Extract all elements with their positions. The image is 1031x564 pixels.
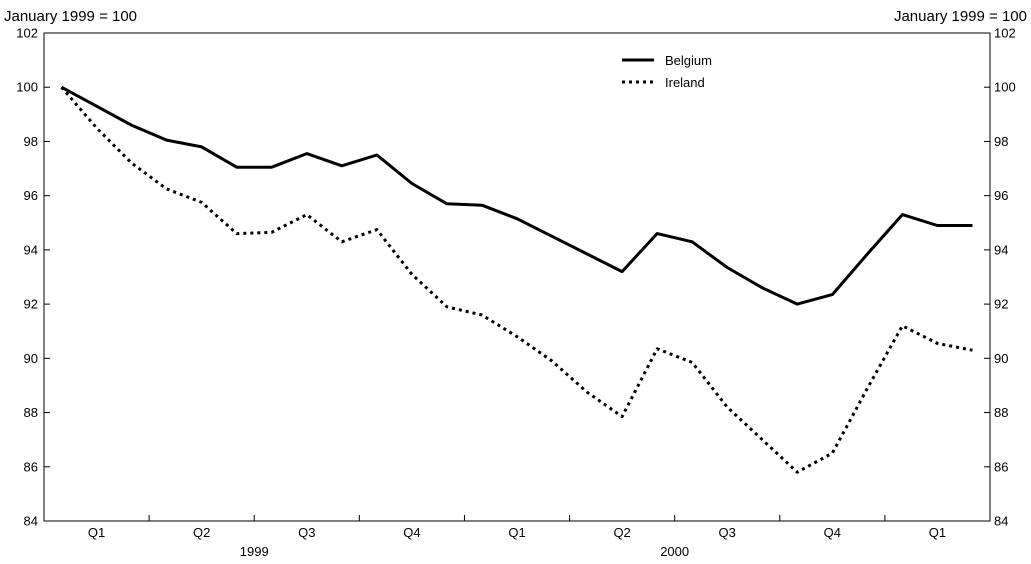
y-tick-label-right: 98 — [994, 134, 1008, 149]
x-tick-label: Q4 — [824, 525, 841, 540]
y-tick-label-right: 86 — [994, 459, 1008, 474]
y-tick-label-right: 84 — [994, 514, 1008, 529]
y-tick-label-right: 100 — [994, 80, 1016, 95]
y-axis-title-left: January 1999 = 100 — [4, 8, 137, 25]
series-layer — [60, 85, 973, 474]
y-tick-label-right: 90 — [994, 351, 1008, 366]
y-tick-label-right: 94 — [994, 242, 1008, 257]
y-tick-label-left: 100 — [16, 80, 38, 95]
y-tick-label-left: 90 — [24, 351, 38, 366]
y-axis-right: 84 86 88 90 92 94 96 98 100 102 — [984, 26, 1016, 529]
y-axis-left: 84 86 88 90 92 94 96 98 100 102 — [16, 26, 50, 529]
y-tick-label-right: 92 — [994, 297, 1008, 312]
y-tick-label-left: 92 — [24, 297, 38, 312]
x-tick-label: Q1 — [88, 525, 105, 540]
y-tick-label-right: 88 — [994, 405, 1008, 420]
series-line-belgium — [60, 85, 973, 306]
series-line-ireland — [60, 86, 973, 474]
legend-label-belgium: Belgium — [665, 53, 712, 68]
y-axis-title-right: January 1999 = 100 — [894, 8, 1027, 25]
x-tick-label: Q1 — [508, 525, 525, 540]
y-tick-label-right: 96 — [994, 188, 1008, 203]
x-year-label: 1999 — [240, 544, 269, 559]
x-axis: Q1 Q2 Q3 Q4 Q1 Q2 Q3 Q4 Q1 1999 2000 — [88, 515, 991, 559]
y-tick-label-left: 96 — [24, 188, 38, 203]
x-tick-label: Q3 — [298, 525, 315, 540]
x-tick-label: Q4 — [403, 525, 420, 540]
x-tick-label: Q3 — [719, 525, 736, 540]
y-tick-label-left: 88 — [24, 405, 38, 420]
y-tick-label-right: 102 — [994, 26, 1016, 41]
plot-frame — [43, 32, 991, 522]
y-tick-label-left: 98 — [24, 134, 38, 149]
legend-label-ireland: Ireland — [665, 75, 705, 90]
legend: Belgium Ireland — [622, 53, 712, 90]
x-year-label: 2000 — [660, 544, 689, 559]
y-tick-label-left: 94 — [24, 242, 38, 257]
y-tick-label-left: 84 — [24, 514, 38, 529]
x-tick-label: Q2 — [193, 525, 210, 540]
y-tick-label-left: 86 — [24, 459, 38, 474]
x-tick-label: Q2 — [613, 525, 630, 540]
x-tick-label: Q1 — [929, 525, 946, 540]
y-tick-label-left: 102 — [16, 26, 38, 41]
